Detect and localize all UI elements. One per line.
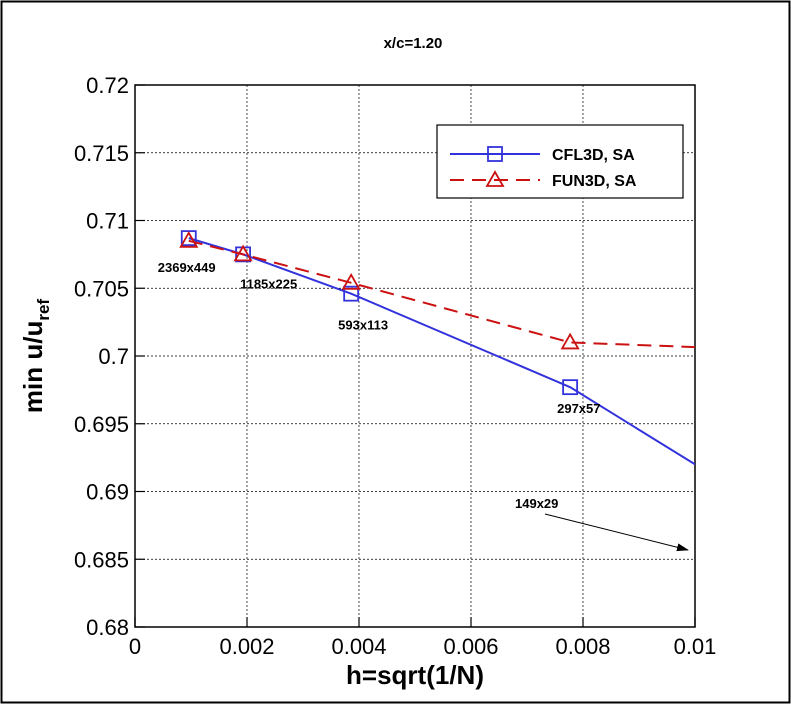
y-tick-label: 0.7 [98, 344, 129, 369]
data-point [343, 285, 360, 302]
y-axis-label: min u/uref [18, 299, 53, 414]
x-tick-label: 0.01 [674, 634, 717, 659]
data-point [341, 273, 361, 290]
plot-area [179, 230, 695, 466]
y-tick-label: 0.685 [74, 547, 129, 572]
x-tick-label: 0.008 [555, 634, 610, 659]
chart-title: x/c=1.20 [384, 35, 443, 52]
annotation-arrow [544, 513, 689, 552]
y-axis-label-sub: ref [34, 299, 53, 321]
y-tick-label: 0.72 [86, 73, 129, 98]
legend: CFL3D, SA FUN3D, SA [436, 124, 684, 199]
data-point [560, 332, 580, 350]
point-label: 2369x449 [158, 260, 216, 275]
legend-marker [487, 146, 503, 162]
data-point [233, 244, 253, 262]
x-axis-label: h=sqrt(1/N) [346, 660, 484, 690]
legend-box [436, 124, 684, 199]
point-label: 297x57 [557, 401, 600, 416]
data-point [562, 379, 579, 396]
x-tick-label: 0 [129, 634, 141, 659]
x-tick-label: 0.004 [331, 634, 386, 659]
point-label: 1185x225 [240, 276, 297, 291]
point-label: 149x29 [515, 496, 558, 511]
x-tick-label: 0.002 [219, 634, 274, 659]
y-axis-label-main: min u/u [18, 321, 48, 413]
y-tick-label: 0.705 [74, 276, 129, 301]
y-tick-label: 0.71 [86, 209, 129, 234]
series-line [188, 237, 695, 466]
legend-label: CFL3D, SA [552, 147, 635, 164]
legend-marker [485, 170, 505, 187]
plot-border [134, 84, 696, 628]
y-tick-label: 0.715 [74, 141, 129, 166]
y-tick-label: 0.695 [74, 412, 129, 437]
y-tick-label: 0.69 [86, 480, 129, 505]
y-tick-label: 0.68 [86, 615, 129, 640]
series-line [188, 239, 695, 349]
legend-label: FUN3D, SA [552, 173, 637, 190]
data-point [179, 231, 199, 248]
point-label: 593x113 [338, 318, 388, 333]
x-tick-label: 0.006 [443, 634, 498, 659]
